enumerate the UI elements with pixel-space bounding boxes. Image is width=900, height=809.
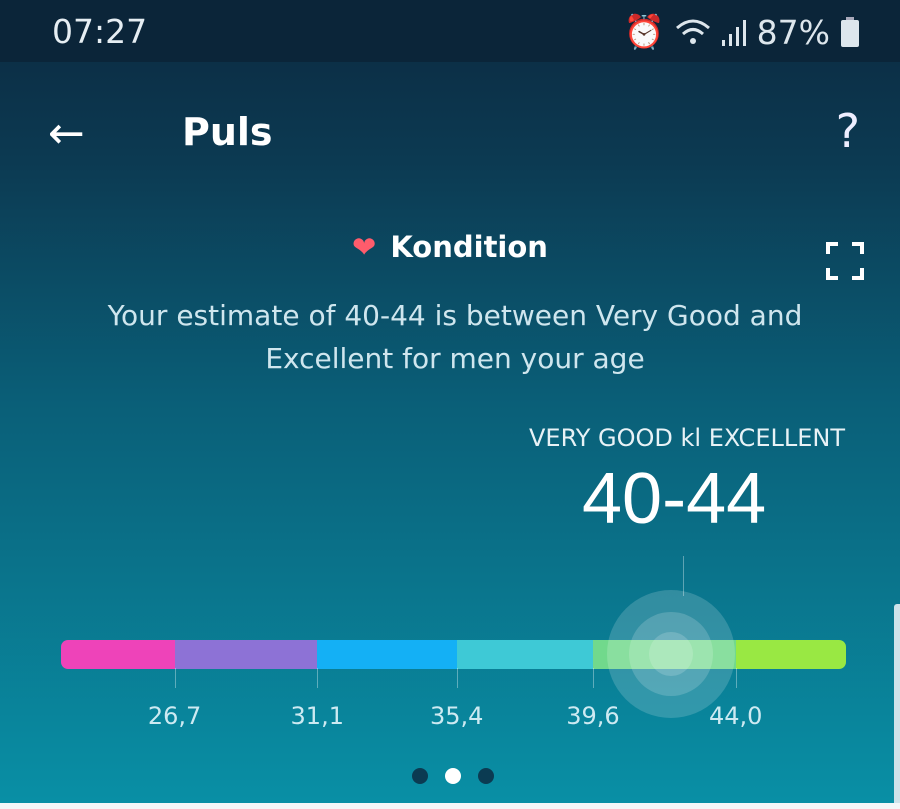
range-value: 40-44 [582,459,767,539]
alarm-icon: ⏰ [623,12,665,51]
page-dot-active[interactable] [445,768,461,784]
page-dot[interactable] [412,768,428,784]
estimate-marker [628,612,713,696]
back-arrow-icon[interactable]: ← [48,108,85,159]
scale-tick-label: 31,1 [290,702,344,730]
status-time: 07:27 [52,12,148,51]
help-button[interactable]: ? [835,104,860,158]
bottom-edge [0,803,900,809]
heart-icon: ❤ [352,230,377,264]
scale-tick-label: 44,0 [708,702,763,730]
battery-icon [841,17,859,47]
scrollbar[interactable] [894,604,900,809]
scale-tick-label: 26,7 [147,702,202,730]
range-label: VERY GOOD kl EXCELLENT [529,424,845,452]
scale-segment [174,640,318,669]
scale-tick-label: 35,4 [430,702,484,730]
estimate-marker [606,590,735,718]
scale-segment [61,640,175,669]
scale-tick [174,668,176,688]
page-dot[interactable] [478,768,494,784]
signal-icon [721,20,746,46]
scale-tick [735,668,737,688]
battery-percent: 87% [756,12,830,52]
estimate-description: Your estimate of 40-44 is between Very G… [107,299,803,375]
card-title: Kondition [390,230,548,264]
expand-icon[interactable] [826,242,864,280]
scale-tick [317,668,319,688]
scale-segment [456,640,593,669]
scale-segment [735,640,846,669]
marker-stem [683,556,684,596]
fitness-scale-bar [61,640,846,669]
wifi-icon [675,19,710,44]
card-heading: ❤ Kondition [0,230,900,264]
scale-tick [456,668,458,688]
status-bar: 07:27 ⏰ 87% [0,0,900,62]
estimate-marker [648,632,693,676]
page-title: Puls [182,110,273,154]
scale-segment [592,640,736,669]
scale-tick-label: 39,6 [566,702,620,730]
scale-segment [317,640,457,669]
scale-tick [592,668,594,688]
page-indicator [412,768,494,784]
